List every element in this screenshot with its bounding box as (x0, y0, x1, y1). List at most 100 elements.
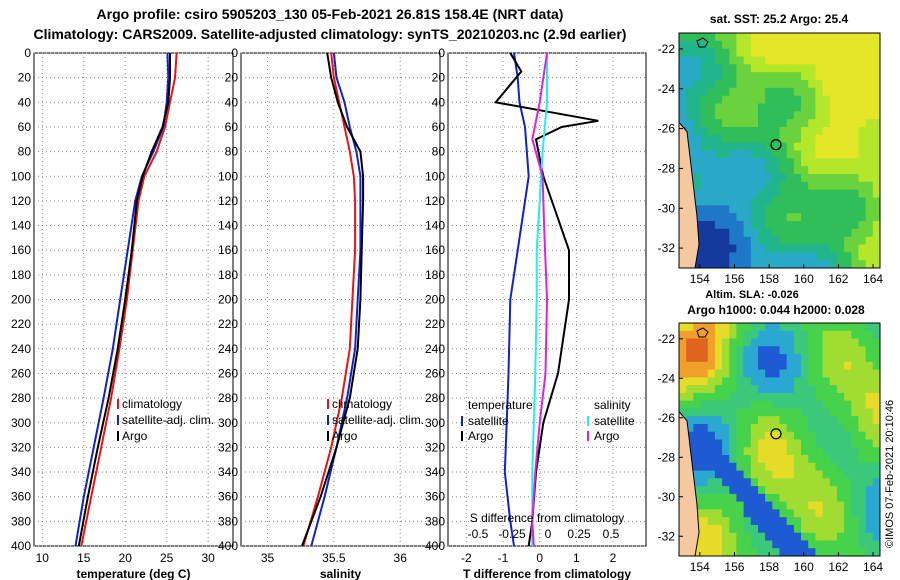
depth-tick-label: 120 (425, 194, 445, 208)
map-cell (714, 40, 723, 50)
map-cell (772, 221, 781, 230)
map-cell (844, 56, 852, 65)
map-cell (779, 517, 788, 526)
map-cell (836, 361, 845, 371)
map-cell (815, 509, 824, 518)
map-cell (758, 486, 766, 495)
map-cell (750, 213, 759, 222)
map-cell (750, 447, 759, 456)
map-cell (772, 72, 781, 81)
map-cell (822, 501, 831, 510)
map-cell (758, 87, 766, 97)
series-line-argo (301, 52, 365, 547)
map-cell (829, 40, 838, 50)
map-cell (822, 119, 831, 128)
map-cell (815, 142, 824, 152)
map-cell (750, 385, 759, 394)
map-cell (822, 48, 831, 58)
map-cell (793, 72, 802, 81)
depth-tick-label: 400 (11, 539, 31, 553)
map-cell (750, 205, 759, 214)
map-cell (815, 338, 824, 347)
map-cell (872, 228, 880, 238)
map-cell (801, 142, 809, 152)
map-cell (808, 64, 816, 73)
map-cell (772, 354, 781, 363)
map-cell (722, 330, 730, 340)
map-cell (815, 392, 824, 402)
map-cell (750, 64, 759, 73)
map-cell (743, 80, 752, 89)
map-cell (829, 548, 838, 556)
map-cell (700, 103, 709, 112)
map-cell (822, 40, 831, 50)
map-cell (779, 392, 788, 402)
map-cell (736, 400, 745, 410)
map-cell (729, 517, 738, 526)
map-cell (758, 56, 766, 65)
map-cell (693, 56, 702, 65)
map-cell (844, 424, 852, 433)
map-cell (829, 56, 838, 65)
map-cell (765, 532, 773, 542)
map-cell (693, 119, 702, 128)
map-cell (793, 158, 802, 167)
map-cell (872, 509, 880, 518)
map-cell (729, 338, 738, 347)
map-cell (786, 532, 795, 542)
map-cell (822, 64, 831, 73)
map-cell (836, 181, 845, 191)
map-cell (736, 127, 745, 136)
map-cell (865, 540, 874, 549)
map-cell (700, 330, 709, 340)
map-cell (822, 361, 831, 371)
map-cell (808, 431, 816, 441)
map-cell (793, 470, 802, 479)
map-cell (765, 166, 773, 175)
map-cell (750, 33, 759, 42)
map-cell (722, 540, 730, 549)
map-cell (729, 524, 738, 534)
map-cell (779, 431, 788, 441)
map-cell (707, 517, 716, 526)
depth-tick-label: 100 (11, 169, 31, 183)
map-cell (779, 524, 788, 534)
map-cell (829, 80, 838, 89)
map-cell (844, 95, 852, 105)
map-cell (707, 181, 716, 191)
map-cell (707, 213, 716, 222)
map-cell (736, 189, 745, 199)
map-cell (686, 330, 694, 340)
map-cell (793, 323, 802, 332)
depth-tick-label: 200 (218, 293, 238, 307)
map-cell (851, 377, 860, 386)
map-cell (858, 252, 867, 261)
plot-frame (240, 52, 441, 547)
map-cell (815, 197, 824, 206)
map-cell (686, 33, 694, 42)
map-cell (829, 252, 838, 261)
map-cell (808, 392, 816, 402)
map-cell (714, 221, 723, 230)
map-cell (765, 540, 773, 549)
map-cell (686, 48, 694, 58)
map-cell (700, 181, 709, 191)
x-tick-label: 0 (536, 551, 543, 565)
map-cell (829, 447, 838, 456)
map-cell (765, 252, 773, 261)
map-cell (693, 87, 702, 97)
legend-label: climatology (332, 397, 392, 411)
map-cell (743, 221, 752, 230)
map-cell (872, 517, 880, 526)
sst-map-title: sat. SST: 25.2 Argo: 25.4 (710, 12, 849, 26)
map-cell (779, 462, 788, 472)
map-cell (865, 252, 874, 261)
map-cell (765, 236, 773, 246)
map-cell (786, 48, 795, 58)
map-cell (779, 166, 788, 175)
map-cell (815, 174, 824, 183)
map-cell (851, 40, 860, 50)
map-cell (700, 150, 709, 159)
map-cell (793, 532, 802, 542)
map-cell (736, 150, 745, 159)
